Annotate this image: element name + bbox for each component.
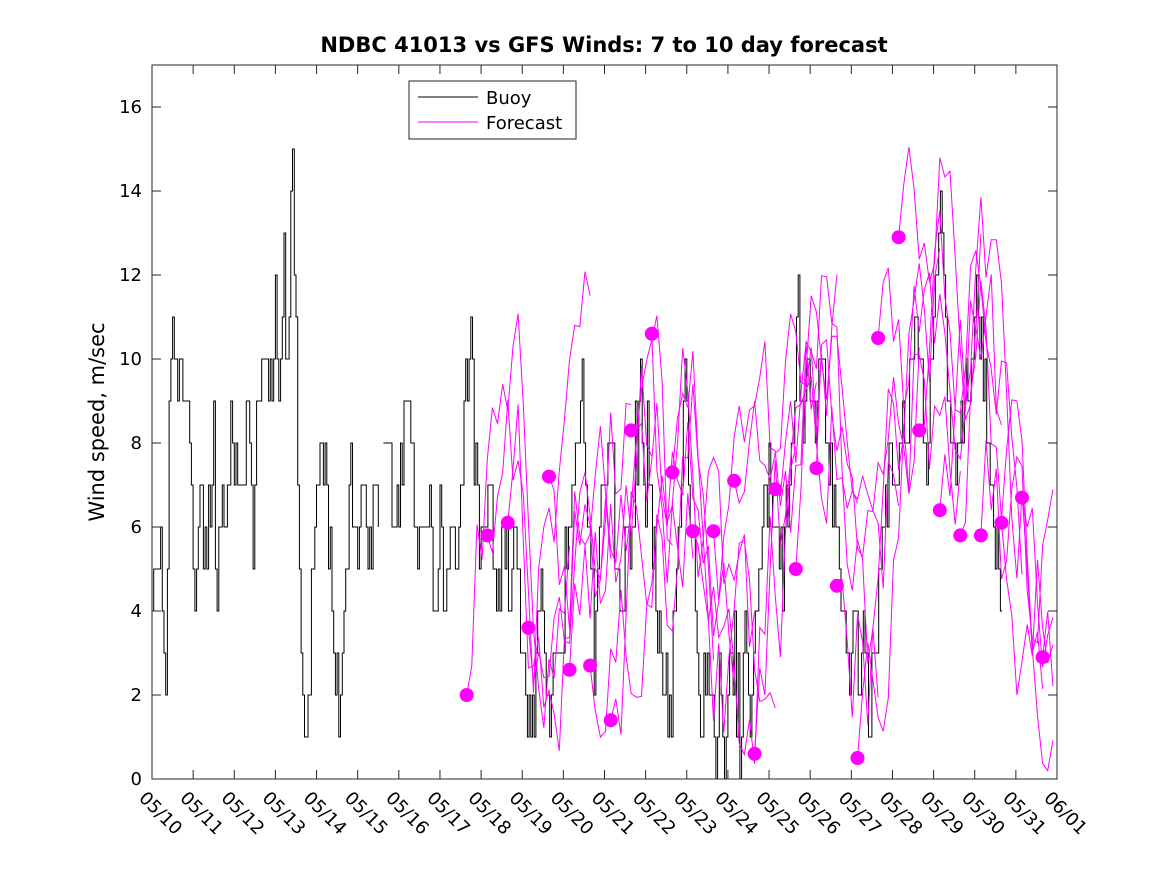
forecast-point-3 [500, 515, 515, 530]
forecast-line-25 [959, 280, 1054, 772]
forecast-line-2 [486, 271, 591, 693]
y-tick-label: 6 [131, 517, 142, 538]
forecast-point-5 [542, 469, 556, 484]
forecast-line-9 [631, 402, 735, 685]
legend-label-buoy: Buoy [486, 88, 532, 109]
forecast-line-4 [527, 402, 632, 683]
forecast-line-28 [1021, 497, 1054, 668]
forecast-line-17 [795, 295, 900, 589]
forecast-point-13 [706, 524, 721, 539]
forecast-line-15 [754, 376, 858, 754]
legend-label-forecast: Forecast [486, 113, 562, 134]
forecast-line-19 [836, 248, 941, 725]
forecast-point-18 [809, 461, 824, 476]
buoy-series [152, 148, 1003, 779]
forecast-line-22 [898, 147, 1002, 426]
forecast-line-16 [774, 275, 879, 698]
forecast-series [466, 147, 1054, 772]
forecast-point-17 [788, 562, 803, 576]
forecast-point-29 [1035, 650, 1050, 665]
forecast-point-12 [685, 524, 700, 539]
forecast-line-6 [569, 315, 673, 670]
legend-box [408, 80, 577, 140]
legend: Buoy Forecast [408, 80, 577, 140]
y-tick-label: 2 [131, 685, 142, 706]
forecast-line-21 [877, 234, 982, 461]
y-tick-labels: 0 2 4 6 8 10 12 14 16 [119, 97, 142, 790]
forecast-point-24 [932, 503, 947, 518]
forecast-point-4 [521, 620, 536, 635]
forecast-line-5 [548, 365, 653, 629]
y-tick-label: 8 [131, 433, 142, 454]
chart-title: NDBC 41013 vs GFS Winds: 7 to 10 day for… [320, 33, 887, 57]
forecast-line-12 [692, 446, 797, 764]
y-tick-label: 4 [131, 601, 142, 622]
y-tick-label: 16 [119, 97, 142, 118]
forecast-point-2 [480, 528, 495, 543]
forecast-line-18 [815, 338, 920, 559]
plot-area [152, 65, 1057, 779]
forecast-point-10 [644, 326, 659, 341]
forecast-line-29 [1042, 611, 1054, 687]
forecast-point-7 [583, 658, 598, 673]
forecast-line-1 [466, 313, 570, 728]
forecast-point-19 [829, 578, 844, 593]
forecast-point-1 [459, 688, 474, 702]
forecast-point-9 [624, 423, 639, 438]
y-tick-label: 0 [131, 769, 142, 790]
forecast-point-21 [871, 331, 886, 345]
forecast-point-11 [665, 465, 680, 480]
y-tick-label: 14 [119, 181, 142, 202]
forecast-line-8 [610, 384, 714, 735]
y-axis-label: Wind speed, m/sec [85, 322, 109, 521]
y-tick-label: 10 [119, 349, 142, 370]
forecast-point-28 [1015, 490, 1029, 505]
forecast-point-14 [727, 473, 742, 488]
forecast-point-22 [891, 230, 906, 245]
forecast-point-25 [953, 528, 968, 543]
forecast-point-6 [562, 662, 577, 677]
forecast-point-27 [994, 515, 1009, 530]
y-tick-label: 12 [119, 265, 142, 286]
forecast-point-23 [912, 423, 927, 438]
forecast-markers [459, 230, 1050, 765]
forecast-point-20 [850, 751, 865, 765]
forecast-point-15 [747, 746, 762, 761]
forecast-line-7 [589, 475, 694, 739]
forecast-line-26 [980, 440, 1054, 644]
forecast-point-16 [768, 482, 783, 497]
axis-ticks [151, 65, 1058, 780]
forecast-line-20 [857, 353, 961, 759]
forecast-point-26 [973, 528, 988, 543]
buoy-line [152, 148, 1003, 779]
forecast-line-3 [507, 404, 612, 751]
forecast-point-8 [603, 713, 618, 728]
